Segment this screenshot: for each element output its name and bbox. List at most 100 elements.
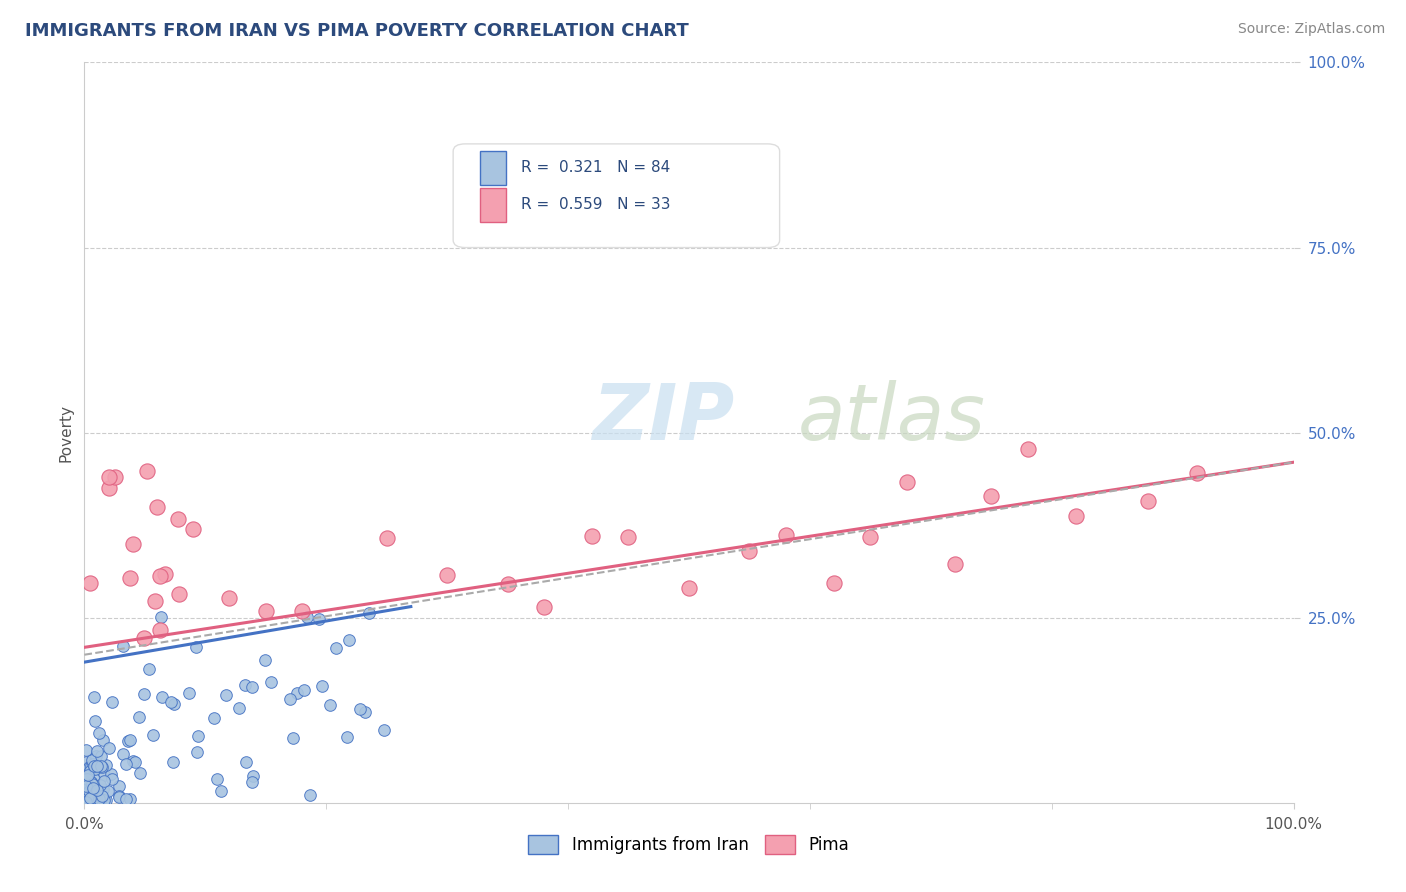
FancyBboxPatch shape [453, 144, 780, 247]
Point [218, 591, 240, 606]
Point [76, 794, 98, 808]
Point [294, 683, 316, 698]
Point [75, 795, 97, 809]
Point [533, 600, 555, 615]
Point [285, 686, 308, 700]
Point [319, 698, 342, 713]
Point [80, 775, 103, 789]
Point [160, 695, 183, 709]
Point [1017, 442, 1039, 457]
FancyBboxPatch shape [479, 188, 506, 221]
Point [354, 705, 377, 719]
Point [112, 747, 135, 762]
Point [84, 780, 107, 795]
Point [115, 791, 138, 805]
Point [86, 744, 108, 758]
Point [82, 777, 104, 791]
Point [96, 793, 118, 807]
Point [128, 710, 150, 724]
Point [82, 762, 104, 776]
Text: ZIP: ZIP [592, 380, 734, 456]
Point [93, 792, 115, 806]
Point [215, 688, 238, 702]
Point [86, 782, 108, 797]
Point [896, 475, 918, 489]
Legend: Immigrants from Iran, Pima: Immigrants from Iran, Pima [522, 829, 856, 861]
Point [118, 791, 141, 805]
Point [209, 784, 232, 798]
Point [138, 662, 160, 676]
Point [581, 528, 603, 542]
Point [83, 759, 105, 773]
Point [98, 481, 121, 495]
Point [77, 767, 100, 781]
Point [82, 782, 104, 797]
Point [177, 686, 200, 700]
Point [104, 470, 127, 484]
Point [77, 795, 100, 809]
Point [128, 765, 150, 780]
Point [1185, 467, 1208, 481]
Point [150, 610, 173, 624]
Point [75, 781, 97, 796]
Point [115, 756, 138, 771]
Point [373, 723, 395, 738]
Point [100, 767, 122, 781]
Point [79, 764, 101, 778]
Point [75, 787, 97, 801]
Text: IMMIGRANTS FROM IRAN VS PIMA POVERTY CORRELATION CHART: IMMIGRANTS FROM IRAN VS PIMA POVERTY COR… [25, 22, 689, 40]
Point [83, 786, 105, 800]
Point [136, 464, 159, 478]
Point [76, 782, 98, 797]
Point [337, 632, 360, 647]
Point [75, 742, 97, 756]
Point [75, 763, 97, 777]
Point [295, 610, 318, 624]
Point [980, 489, 1002, 503]
Point [260, 674, 283, 689]
Point [112, 640, 135, 654]
Point [228, 701, 250, 715]
Point [181, 522, 204, 536]
Point [84, 749, 107, 764]
Point [311, 679, 333, 693]
Point [86, 795, 108, 809]
Point [80, 758, 103, 772]
Point [617, 530, 640, 544]
Point [146, 500, 169, 514]
Point [167, 587, 190, 601]
Point [1137, 493, 1160, 508]
Point [186, 745, 208, 759]
Point [205, 772, 228, 786]
Text: R =  0.321   N = 84: R = 0.321 N = 84 [520, 161, 671, 176]
Point [108, 789, 131, 803]
Point [118, 571, 141, 585]
Point [84, 762, 107, 776]
Point [496, 577, 519, 591]
Point [242, 769, 264, 783]
Point [87, 791, 110, 805]
Point [91, 782, 114, 797]
Point [142, 728, 165, 742]
Point [90, 759, 112, 773]
Point [150, 690, 173, 705]
Point [82, 788, 104, 802]
Point [121, 536, 143, 550]
Point [859, 530, 882, 544]
Point [738, 152, 761, 166]
Point [83, 690, 105, 704]
Point [100, 695, 122, 709]
Point [82, 756, 104, 771]
Point [93, 773, 115, 788]
Point [336, 730, 359, 744]
Point [76, 772, 98, 786]
Point [82, 753, 104, 767]
Point [149, 569, 172, 583]
Point [143, 594, 166, 608]
Point [97, 784, 120, 798]
Point [83, 783, 105, 797]
Point [1064, 509, 1087, 524]
Point [120, 733, 142, 747]
Point [149, 623, 172, 637]
Point [82, 790, 104, 805]
